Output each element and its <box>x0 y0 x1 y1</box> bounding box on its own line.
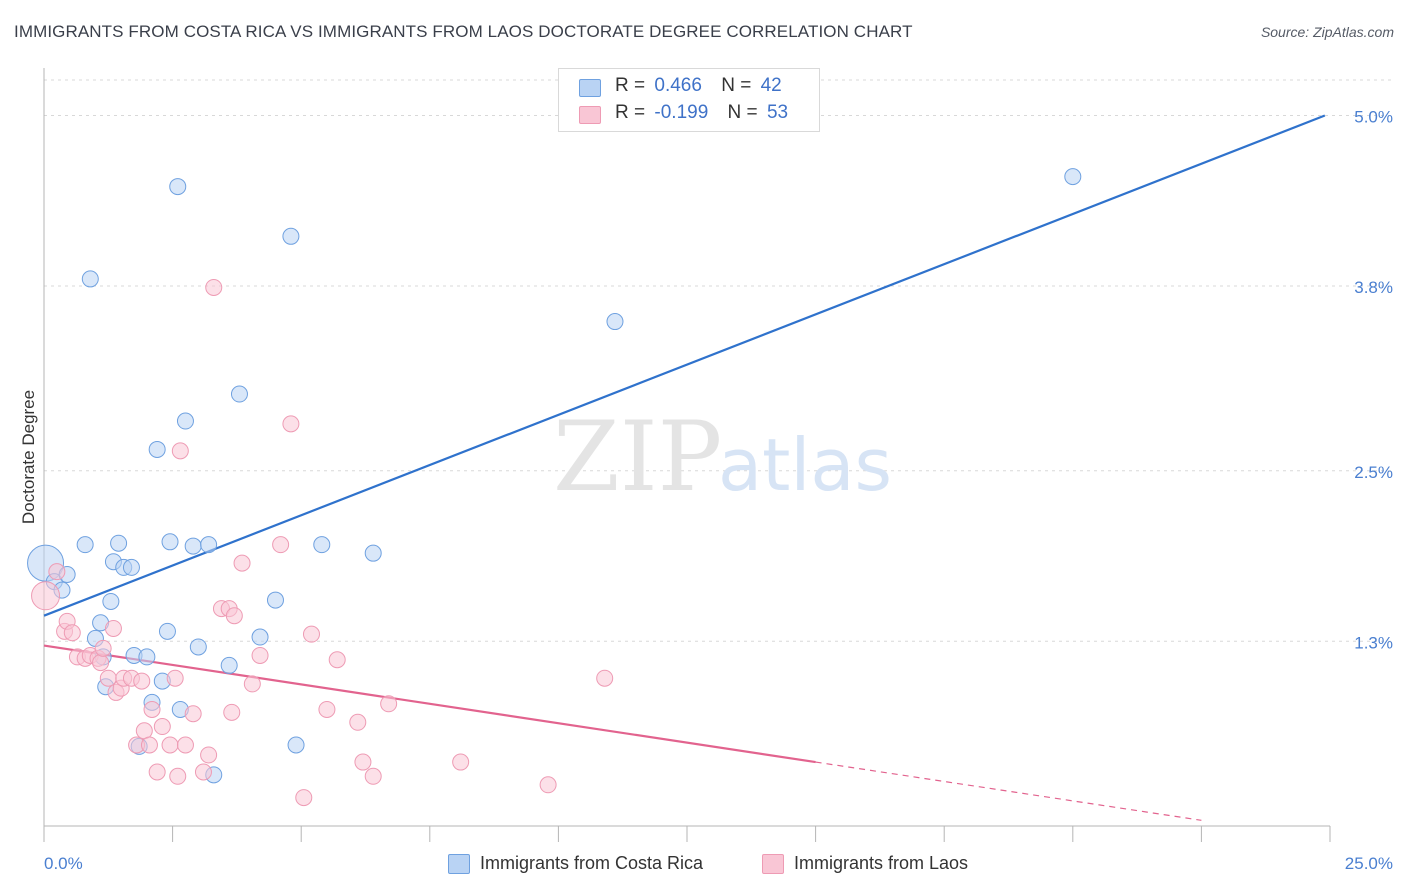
point-costa-rica <box>282 227 300 245</box>
point-costa-rica <box>76 536 94 554</box>
point-laos <box>318 700 336 718</box>
point-laos <box>184 705 202 723</box>
y-ticks: 1.3% 2.5% 3.8% 5.0% <box>1354 108 1393 653</box>
point-costa-rica <box>251 628 269 646</box>
legend-swatch-costa-rica <box>448 854 470 874</box>
point-laos <box>194 763 212 781</box>
point-laos <box>94 639 112 657</box>
n-value: 53 <box>766 102 789 123</box>
point-laos <box>302 625 320 643</box>
point-costa-rica <box>313 536 331 554</box>
point-laos <box>295 789 313 807</box>
trendline-costa-rica <box>43 114 1326 617</box>
y-axis-title: Doctorate Degree <box>19 390 38 524</box>
point-laos <box>153 718 171 736</box>
n-label: N = <box>727 102 758 123</box>
point-laos <box>282 415 300 433</box>
chart-title: IMMIGRANTS FROM COSTA RICA VS IMMIGRANTS… <box>14 22 913 41</box>
y-tick-label: 1.3% <box>1354 633 1393 652</box>
point-costa-rica <box>161 533 179 551</box>
point-costa-rica <box>122 558 140 576</box>
point-laos <box>272 536 290 554</box>
trendline-extension <box>815 761 1202 821</box>
point-laos <box>48 563 66 581</box>
x-ticks: 0.0% 25.0% <box>44 854 1393 873</box>
legend-label: Immigrants from Laos <box>794 853 969 873</box>
point-laos <box>166 669 184 687</box>
point-costa-rica <box>266 591 284 609</box>
point-laos <box>169 767 187 785</box>
axes <box>43 68 1331 842</box>
source-attribution: Source: ZipAtlas.com <box>1260 24 1394 40</box>
point-laos <box>364 767 382 785</box>
point-laos <box>233 554 251 572</box>
point-costa-rica <box>364 544 382 562</box>
point-laos <box>143 700 161 718</box>
point-laos <box>104 619 122 637</box>
point-costa-rica <box>606 313 624 331</box>
point-laos <box>349 713 367 731</box>
point-costa-rica <box>287 736 305 754</box>
point-costa-rica <box>158 622 176 640</box>
point-laos <box>171 442 189 460</box>
r-value: 0.466 <box>654 75 702 96</box>
point-laos <box>223 703 241 721</box>
points <box>27 168 1082 807</box>
point-laos <box>539 776 557 794</box>
trendline-laos <box>43 644 816 764</box>
watermark-zip: ZIP <box>553 401 722 513</box>
watermark-atlas: atlas <box>718 423 892 507</box>
point-laos <box>205 278 223 296</box>
point-laos <box>225 607 243 625</box>
point-costa-rica <box>230 385 248 403</box>
y-tick-label: 3.8% <box>1354 278 1393 297</box>
legend-swatch-laos <box>579 106 601 124</box>
point-laos <box>452 753 470 771</box>
point-laos <box>161 736 179 754</box>
point-costa-rica <box>176 412 194 430</box>
point-costa-rica <box>169 178 187 196</box>
point-costa-rica <box>184 537 202 555</box>
point-laos <box>133 672 151 690</box>
point-costa-rica <box>200 536 218 554</box>
point-laos <box>148 763 166 781</box>
n-label: N = <box>721 75 752 96</box>
point-costa-rica <box>220 656 238 674</box>
point-laos <box>176 736 194 754</box>
n-value: 42 <box>760 75 782 96</box>
r-label: R = <box>615 102 646 123</box>
y-tick-label: 5.0% <box>1354 108 1393 127</box>
point-laos <box>200 746 218 764</box>
legend-swatch-laos <box>762 854 784 874</box>
point-costa-rica <box>102 592 120 610</box>
point-laos <box>596 669 614 687</box>
correlation-legend: R = 0.466 N = 42 R = -0.199 N = 53 <box>558 68 820 132</box>
point-laos <box>328 651 346 669</box>
point-laos <box>31 581 61 611</box>
point-costa-rica <box>138 648 156 666</box>
point-laos <box>380 695 398 713</box>
point-costa-rica <box>148 440 166 458</box>
point-laos <box>63 624 81 642</box>
r-label: R = <box>615 75 646 96</box>
point-laos <box>354 753 372 771</box>
point-laos <box>140 736 158 754</box>
point-costa-rica <box>189 638 207 656</box>
trendlines <box>43 114 1326 821</box>
watermark: ZIP atlas <box>553 401 892 513</box>
r-value: -0.199 <box>654 102 709 123</box>
point-laos <box>135 722 153 740</box>
point-costa-rica <box>1064 168 1082 186</box>
legend-label: Immigrants from Costa Rica <box>480 853 704 873</box>
x-tick-label: 25.0% <box>1345 854 1393 873</box>
legend-swatch-costa-rica <box>579 79 601 97</box>
point-laos <box>92 654 110 672</box>
point-laos <box>243 675 261 693</box>
y-tick-label: 2.5% <box>1354 463 1393 482</box>
point-costa-rica <box>110 534 128 552</box>
x-tick-label: 0.0% <box>44 854 83 873</box>
point-costa-rica <box>81 270 99 288</box>
point-laos <box>251 646 269 664</box>
